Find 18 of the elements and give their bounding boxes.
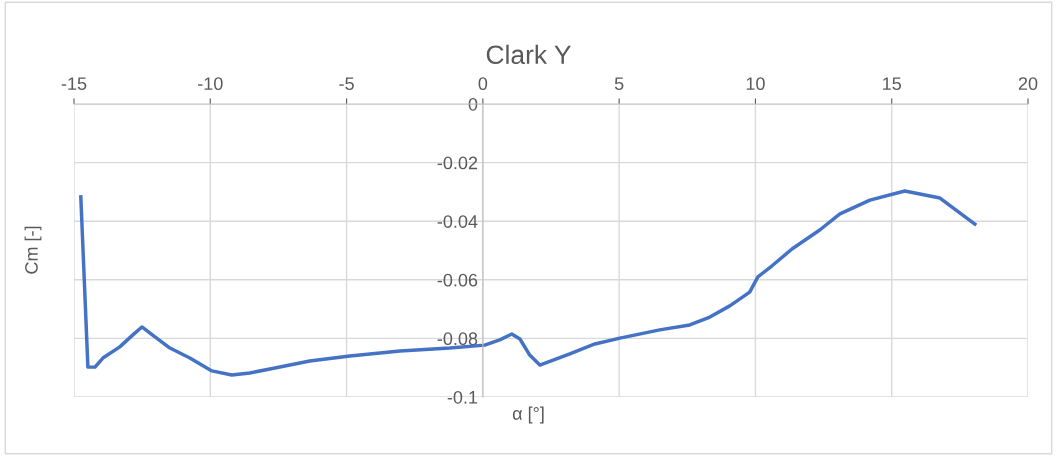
x-tick-label: 5 [614, 77, 624, 91]
x-tick-label: -5 [339, 77, 354, 91]
y-tick-label: -0.04 [437, 215, 478, 228]
x-tick-label: -10 [198, 77, 223, 91]
x-tick-label: 15 [883, 77, 901, 91]
y-tick-label: -0.1 [447, 390, 478, 404]
x-tick-label: 0 [478, 77, 488, 91]
x-axis-title: α [°] [512, 406, 544, 424]
x-tick-label: 20 [1018, 77, 1038, 91]
y-tick-label: 0 [468, 97, 478, 111]
y-tick-label: -0.08 [437, 332, 478, 346]
y-tick-label: -0.06 [437, 273, 478, 287]
chart-title: Clark Y [486, 44, 571, 65]
y-tick-label: -0.02 [437, 156, 478, 170]
y-axis-title: Cm [-] [24, 226, 42, 274]
line-series [79, 189, 977, 377]
x-tick-label: -15 [61, 77, 87, 91]
x-tick-label: 10 [746, 77, 765, 91]
